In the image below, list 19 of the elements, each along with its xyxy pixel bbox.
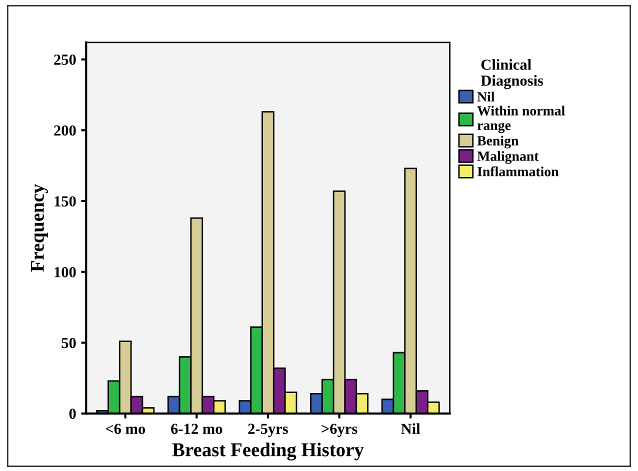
legend-label: Benign	[477, 136, 519, 148]
y-tick-label: 50	[62, 338, 76, 348]
legend-label: Inflammation	[478, 166, 559, 176]
y-tick-label: 250	[54, 54, 76, 65]
y-axis-title: Frequency	[31, 184, 48, 272]
legend-label: Within normal range	[477, 106, 565, 133]
x-tick-label: 2-5yrs	[248, 424, 288, 438]
y-tick-label: 150	[54, 196, 76, 206]
x-tick-label: <6 mo	[106, 424, 146, 434]
x-tick-label: 6-12 mo	[171, 424, 222, 434]
legend-label: Malignant	[477, 151, 539, 164]
y-tick-label: 200	[54, 125, 76, 136]
x-tick-label: Nil	[401, 423, 420, 434]
x-tick-label: >6yrs	[322, 424, 358, 438]
y-tick-label: 100	[54, 267, 76, 278]
y-tick-label: 0	[69, 408, 76, 419]
legend-label: Nil	[477, 92, 495, 102]
x-axis-title: Breast Feeding History	[172, 442, 364, 460]
legend-title: Clinical Diagnosis	[480, 59, 544, 90]
